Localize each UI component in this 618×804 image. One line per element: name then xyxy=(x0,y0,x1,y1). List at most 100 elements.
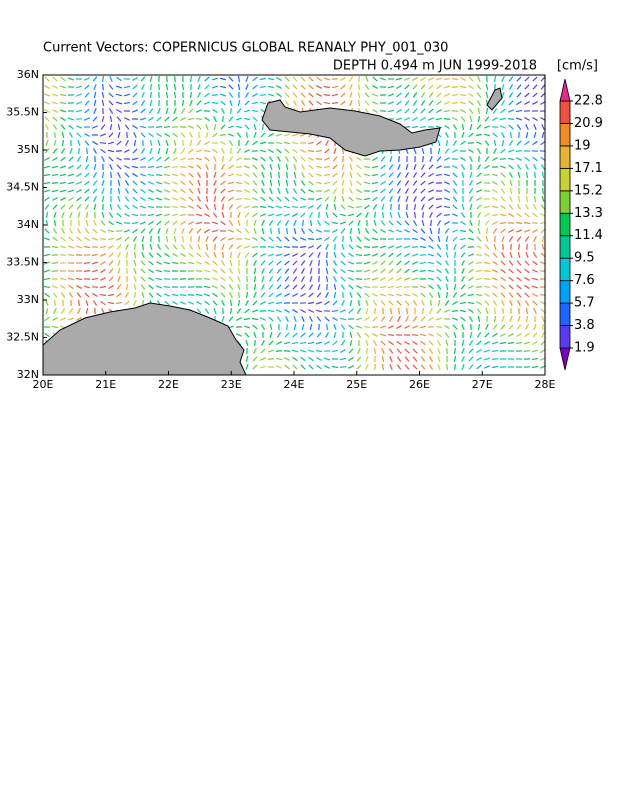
vector-arrow xyxy=(214,156,216,162)
vector-arrow xyxy=(484,294,489,297)
vector-arrow xyxy=(486,324,489,329)
vector-arrow xyxy=(308,206,313,209)
vector-arrow xyxy=(469,101,474,105)
vector-arrow xyxy=(317,245,321,249)
vector-arrow xyxy=(421,349,425,354)
vector-arrow xyxy=(116,222,122,224)
vector-arrow xyxy=(510,300,512,306)
vector-arrow xyxy=(133,197,138,201)
vector-arrow xyxy=(309,253,313,258)
vector-arrow xyxy=(301,253,306,256)
vector-arrow xyxy=(102,212,104,218)
vector-arrow xyxy=(309,333,313,337)
vector-arrow xyxy=(326,268,328,274)
vector-arrow xyxy=(516,334,521,337)
vector-arrow xyxy=(478,316,479,322)
vector-arrow xyxy=(349,325,354,329)
vector-arrow xyxy=(422,220,424,226)
vector-arrow xyxy=(326,244,329,249)
vector-arrow xyxy=(453,125,456,130)
vector-arrow xyxy=(223,116,224,122)
vector-arrow xyxy=(350,172,351,178)
vector-arrow xyxy=(172,214,178,216)
vector-arrow xyxy=(180,254,185,257)
vector-arrow xyxy=(308,190,313,192)
vector-arrow xyxy=(460,230,466,231)
vector-arrow xyxy=(478,228,480,234)
vector-arrow xyxy=(148,269,153,272)
vector-arrow xyxy=(412,326,418,328)
colorbar-segment xyxy=(560,146,570,168)
vector-arrow xyxy=(181,245,185,250)
vector-arrow xyxy=(470,316,473,321)
vector-arrow xyxy=(484,286,490,287)
x-tick-label: 26E xyxy=(409,378,430,391)
vector-arrow xyxy=(141,148,144,153)
chart-title: Current Vectors: COPERNICUS GLOBAL REANA… xyxy=(43,41,448,56)
vector-arrow xyxy=(533,77,537,81)
vector-arrow xyxy=(100,294,106,295)
vector-arrow xyxy=(61,148,64,153)
vector-arrow xyxy=(253,117,258,121)
vector-arrow xyxy=(373,204,376,209)
vector-arrow xyxy=(468,149,473,152)
vector-arrow xyxy=(101,149,106,153)
vector-arrow xyxy=(164,175,170,176)
vector-arrow xyxy=(252,94,257,97)
vector-arrow xyxy=(334,324,336,330)
vector-arrow xyxy=(188,253,193,256)
vector-arrow xyxy=(301,189,305,193)
vector-arrow xyxy=(487,76,488,82)
vector-arrow xyxy=(140,118,146,120)
vector-arrow xyxy=(342,164,344,170)
vector-arrow xyxy=(436,126,442,127)
vector-arrow xyxy=(524,102,529,105)
vector-arrow xyxy=(205,85,209,89)
vector-arrow xyxy=(181,108,184,113)
vector-arrow xyxy=(118,276,120,282)
vector-arrow xyxy=(494,76,495,82)
vector-arrow xyxy=(148,207,154,208)
vector-arrow xyxy=(124,230,130,232)
vector-arrow xyxy=(253,141,258,145)
vector-arrow xyxy=(397,93,402,97)
vector-arrow xyxy=(260,206,266,207)
vector-arrow xyxy=(412,238,418,239)
vector-arrow xyxy=(381,221,384,226)
vector-arrow xyxy=(317,293,321,298)
vector-arrow xyxy=(492,215,498,216)
vector-arrow xyxy=(423,212,424,218)
vector-arrow xyxy=(461,213,464,218)
vector-arrow xyxy=(445,149,449,154)
vector-arrow xyxy=(132,158,138,159)
vector-arrow xyxy=(501,173,505,177)
vector-arrow xyxy=(542,132,544,138)
vector-arrow xyxy=(52,326,58,327)
vector-arrow xyxy=(301,164,304,169)
vector-arrow xyxy=(462,172,463,178)
vector-arrow xyxy=(316,238,322,239)
vector-arrow xyxy=(68,318,74,320)
vector-arrow xyxy=(173,117,178,121)
vector-arrow xyxy=(159,84,160,90)
vector-arrow xyxy=(372,254,378,256)
vector-arrow xyxy=(239,300,240,306)
vector-arrow xyxy=(340,310,345,313)
vector-arrow xyxy=(446,364,447,370)
vector-arrow xyxy=(509,101,513,105)
vector-arrow xyxy=(84,134,89,137)
vector-arrow xyxy=(429,205,433,209)
vector-arrow xyxy=(86,220,87,226)
vector-arrow xyxy=(525,269,530,272)
vector-arrow xyxy=(196,150,202,152)
vector-arrow xyxy=(332,86,338,88)
vector-arrow xyxy=(469,340,472,345)
vector-arrow xyxy=(511,132,512,138)
vector-arrow xyxy=(245,181,250,184)
vector-arrow xyxy=(52,318,57,321)
vector-arrow xyxy=(270,332,272,338)
vector-arrow xyxy=(364,198,370,199)
vector-arrow xyxy=(438,364,440,370)
vector-arrow xyxy=(469,85,474,88)
vector-arrow xyxy=(348,366,353,369)
